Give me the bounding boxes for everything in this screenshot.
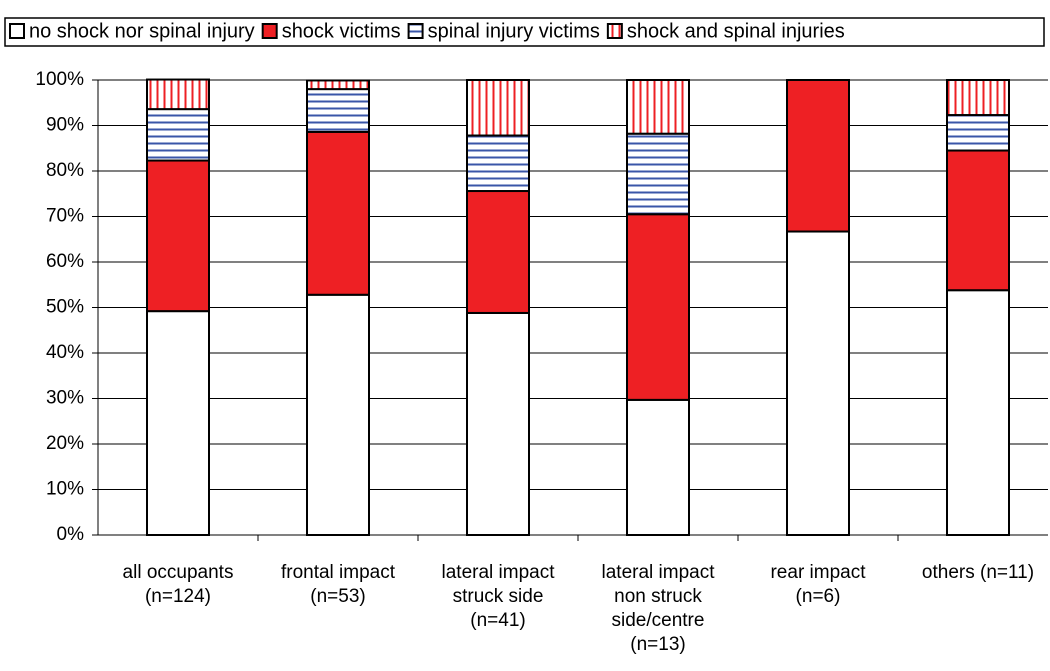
x-tick-label: non struck <box>614 586 702 607</box>
legend-box <box>4 17 1045 47</box>
y-tick-label: 40% <box>46 342 84 363</box>
y-tick-label: 80% <box>46 160 84 181</box>
bar-segment <box>306 130 370 296</box>
bar-segment <box>626 79 690 135</box>
y-tick-label: 60% <box>46 251 84 272</box>
y-tick-label: 50% <box>46 297 84 318</box>
legend-label: shock and spinal injuries <box>627 20 845 42</box>
bar-segment <box>626 213 690 401</box>
y-tick-label: 20% <box>46 433 84 454</box>
y-tick-label: 10% <box>46 479 84 500</box>
x-tick-label: rear impact <box>770 562 866 583</box>
x-tick-label: (n=13) <box>630 634 685 655</box>
x-tick-label: others (n=11) <box>922 562 1034 583</box>
bar-segment <box>146 159 210 313</box>
bar-segment <box>466 79 530 137</box>
x-tick-label: frontal impact <box>281 562 396 583</box>
bar-segment <box>786 79 850 233</box>
y-tick-label: 90% <box>46 115 84 136</box>
bar-segment <box>466 311 530 536</box>
bar-segment <box>946 149 1010 292</box>
y-tick-label: 100% <box>35 69 84 90</box>
x-tick-label: struck side <box>453 586 544 607</box>
x-tick-label: all occupants <box>123 562 234 583</box>
bar-segment <box>306 88 370 133</box>
y-tick-label: 0% <box>57 524 85 545</box>
x-tick-label: lateral impact <box>442 562 556 583</box>
legend-label: spinal injury victims <box>428 20 600 42</box>
legend-label: shock victims <box>282 20 401 42</box>
x-tick-label: (n=53) <box>310 586 365 607</box>
y-tick-label: 70% <box>46 206 84 227</box>
bar-segment <box>946 79 1010 117</box>
x-tick-label: (n=41) <box>470 610 525 631</box>
bar-segment <box>946 114 1010 152</box>
bar-segment <box>306 79 370 91</box>
legend-swatch <box>261 23 278 39</box>
bar-segment <box>466 134 530 193</box>
legend-swatch <box>9 23 25 39</box>
x-tick-label: (n=124) <box>145 586 211 607</box>
bar-segment <box>146 310 210 537</box>
x-tick-label: (n=6) <box>796 586 841 607</box>
legend-swatch <box>606 23 623 39</box>
bar-segment <box>306 293 370 537</box>
legend-label: no shock nor spinal injury <box>29 20 255 42</box>
bar-segment <box>146 108 210 162</box>
bar-segment <box>466 190 530 314</box>
bar-segment <box>626 398 690 536</box>
x-tick-label: side/centre <box>612 610 705 631</box>
bar-segment <box>786 230 850 536</box>
y-tick-label: 30% <box>46 388 84 409</box>
bar-segment <box>626 132 690 216</box>
bar-segment <box>946 289 1010 536</box>
bar-segment <box>146 78 210 111</box>
x-tick-label: lateral impact <box>602 562 716 583</box>
legend-swatch <box>407 23 424 39</box>
